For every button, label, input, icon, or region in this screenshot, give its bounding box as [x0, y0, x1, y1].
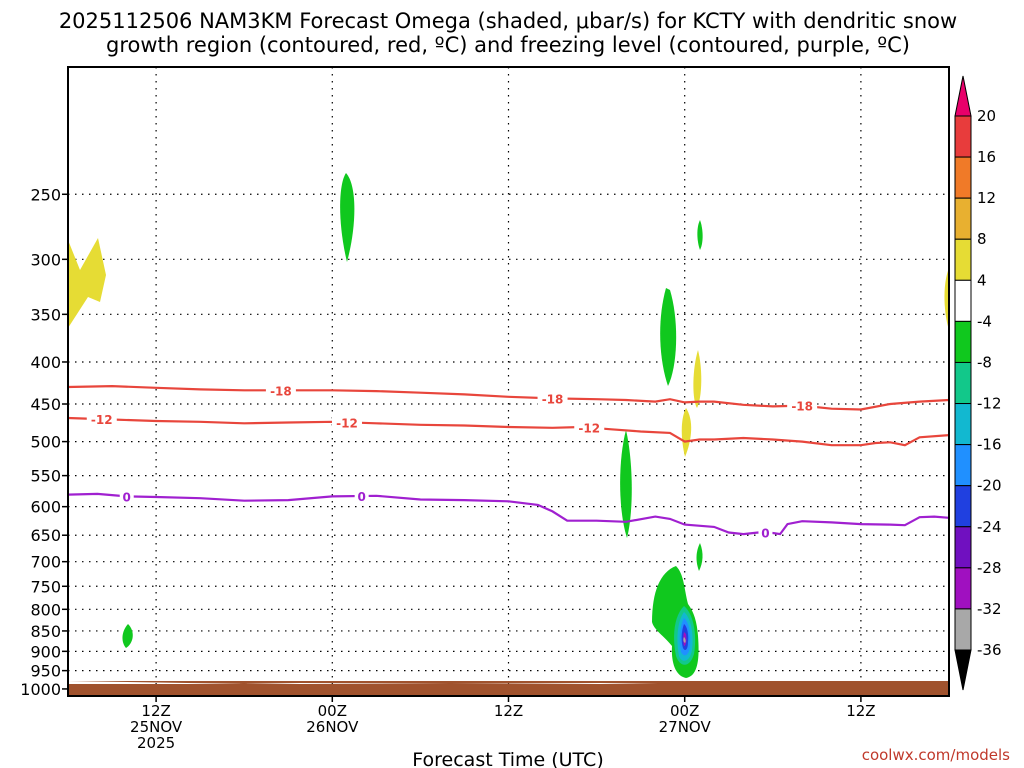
contour-label-bg-2-1: [354, 488, 369, 503]
contour-label-2-2: 0: [761, 527, 769, 541]
contour-line-2: [67, 492, 950, 536]
y-tick-label-750: 750: [30, 577, 61, 596]
y-tick-label-900: 900: [30, 642, 61, 661]
colorbar-label-6: -8: [977, 353, 992, 371]
y-axis-ticks: 2503003504004505005506006507007508008509…: [20, 185, 68, 699]
y-tick-label-950: 950: [30, 662, 61, 681]
y-tick-label-700: 700: [30, 553, 61, 572]
colorbar-label-4: 4: [977, 271, 987, 289]
colorbar-box-2: [954, 197, 972, 240]
x-tick-label-0-1: 25NOV: [130, 718, 183, 736]
y-tick-label-400: 400: [30, 353, 61, 372]
plot-area: [68, 67, 949, 696]
x-tick-label-4-0: 12Z: [846, 702, 875, 720]
colorbar-box-9: [954, 485, 972, 528]
omega-shading: [68, 173, 949, 678]
colorbar-label-9: -20: [977, 477, 1002, 495]
x-axis-label: Forecast Time (UTC): [412, 749, 603, 768]
contour-label-0-2: -18: [791, 400, 813, 414]
colorbar-top-arrow: [954, 75, 972, 117]
colorbar-label-2: 12: [977, 189, 996, 207]
omega-region-green-600: [620, 430, 632, 538]
contour-line-1: [67, 416, 950, 447]
y-tick-label-600: 600: [30, 498, 61, 517]
colorbar-box-3: [954, 238, 972, 281]
colorbar: 20 16 12 8 4 -4 -8 -12 -16 -20 -24 -28 -32 -36: [954, 75, 1002, 691]
x-tick-label-3-0: 00Z: [670, 702, 699, 720]
colorbar-label-5: -4: [977, 312, 992, 330]
y-tick-label-450: 450: [30, 395, 61, 414]
contour-label-bg-2-0: [119, 489, 134, 504]
omega-region-green-420: [660, 288, 677, 386]
omega-region-yellow-start: [68, 238, 106, 328]
terrain-fill: [68, 684, 949, 696]
y-tick-label-500: 500: [30, 433, 61, 452]
contour-line-0: [67, 384, 950, 411]
contour-label-1-0: -12: [91, 413, 113, 427]
contour-label-2-1: 0: [357, 490, 365, 504]
colorbar-box-6: [954, 361, 972, 405]
x-tick-label-1-1: 26NOV: [306, 718, 359, 736]
colorbar-label-7: -12: [977, 395, 1002, 413]
colorbar-label-11: -28: [977, 559, 1002, 577]
y-tick-label-300: 300: [30, 250, 61, 269]
colorbar-box-0: [954, 115, 972, 158]
contour-label-bg-0-2: [787, 398, 818, 413]
contour-lines: -18 -18 -18 -12 -12 -12 0 0 0: [67, 383, 950, 541]
contour-label-bg-1-1: [331, 415, 362, 430]
contour-label-0-0: -18: [270, 384, 292, 398]
omega-region-gray-core: [683, 637, 686, 643]
contour-label-bg-1-0: [86, 412, 117, 427]
contour-label-bg-2-2: [758, 525, 773, 540]
contour-label-1-1: -12: [336, 416, 358, 430]
colorbar-label-1: 16: [977, 148, 996, 166]
contour-label-bg-0-0: [265, 383, 296, 398]
colorbar-box-7: [954, 403, 972, 446]
y-tick-label-800: 800: [30, 600, 61, 619]
colorbar-label-8: -16: [977, 436, 1002, 454]
contour-label-bg-0-1: [537, 391, 568, 406]
y-tick-label-550: 550: [30, 467, 61, 486]
y-tick-label-250: 250: [30, 185, 61, 204]
colorbar-box-5: [954, 320, 972, 363]
contour-label-bg-1-2: [574, 420, 605, 435]
x-tick-label-0-2: 2025: [137, 734, 175, 752]
colorbar-box-1: [954, 156, 972, 199]
omega-region-green-300: [340, 173, 355, 262]
colorbar-box-8: [954, 444, 972, 487]
omega-region-yellow-500: [693, 350, 702, 408]
colorbar-label-10: -24: [977, 518, 1002, 536]
x-tick-label-0-0: 12Z: [141, 702, 170, 720]
credit-text: coolwx.com/models: [862, 746, 1010, 764]
contour-label-0-1: -18: [542, 392, 564, 406]
colorbar-box-12: [954, 608, 972, 651]
colorbar-label-0: 20: [977, 107, 996, 125]
chart-title-line-2: growth region (contoured, red, ºC) and f…: [106, 33, 910, 57]
colorbar-box-11: [954, 567, 972, 610]
y-tick-label-350: 350: [30, 305, 61, 324]
colorbar-label-13: -36: [977, 641, 1002, 659]
contour-label-2-0: 0: [123, 490, 131, 504]
omega-region-green-750: [696, 543, 703, 571]
colorbar-bottom-arrow: [954, 649, 972, 691]
y-tick-label-650: 650: [30, 526, 61, 545]
x-tick-label-1-0: 00Z: [318, 702, 347, 720]
y-tick-label-1000: 1000: [20, 680, 61, 699]
omega-region-green-900: [122, 624, 133, 648]
colorbar-box-10: [954, 526, 972, 569]
colorbar-label-3: 8: [977, 230, 987, 248]
omega-region-yellow-550: [681, 408, 692, 457]
omega-region-green-small-upper: [697, 220, 703, 250]
colorbar-label-12: -32: [977, 600, 1002, 618]
y-tick-label-850: 850: [30, 622, 61, 641]
x-tick-label-3-1: 27NOV: [659, 718, 712, 736]
colorbar-box-4: [954, 279, 972, 322]
chart-title-line-1: 2025112506 NAM3KM Forecast Omega (shaded…: [59, 9, 957, 33]
x-tick-label-2-0: 12Z: [494, 702, 523, 720]
contour-label-1-2: -12: [578, 422, 600, 436]
omega-region-yellow-end: [944, 268, 949, 330]
